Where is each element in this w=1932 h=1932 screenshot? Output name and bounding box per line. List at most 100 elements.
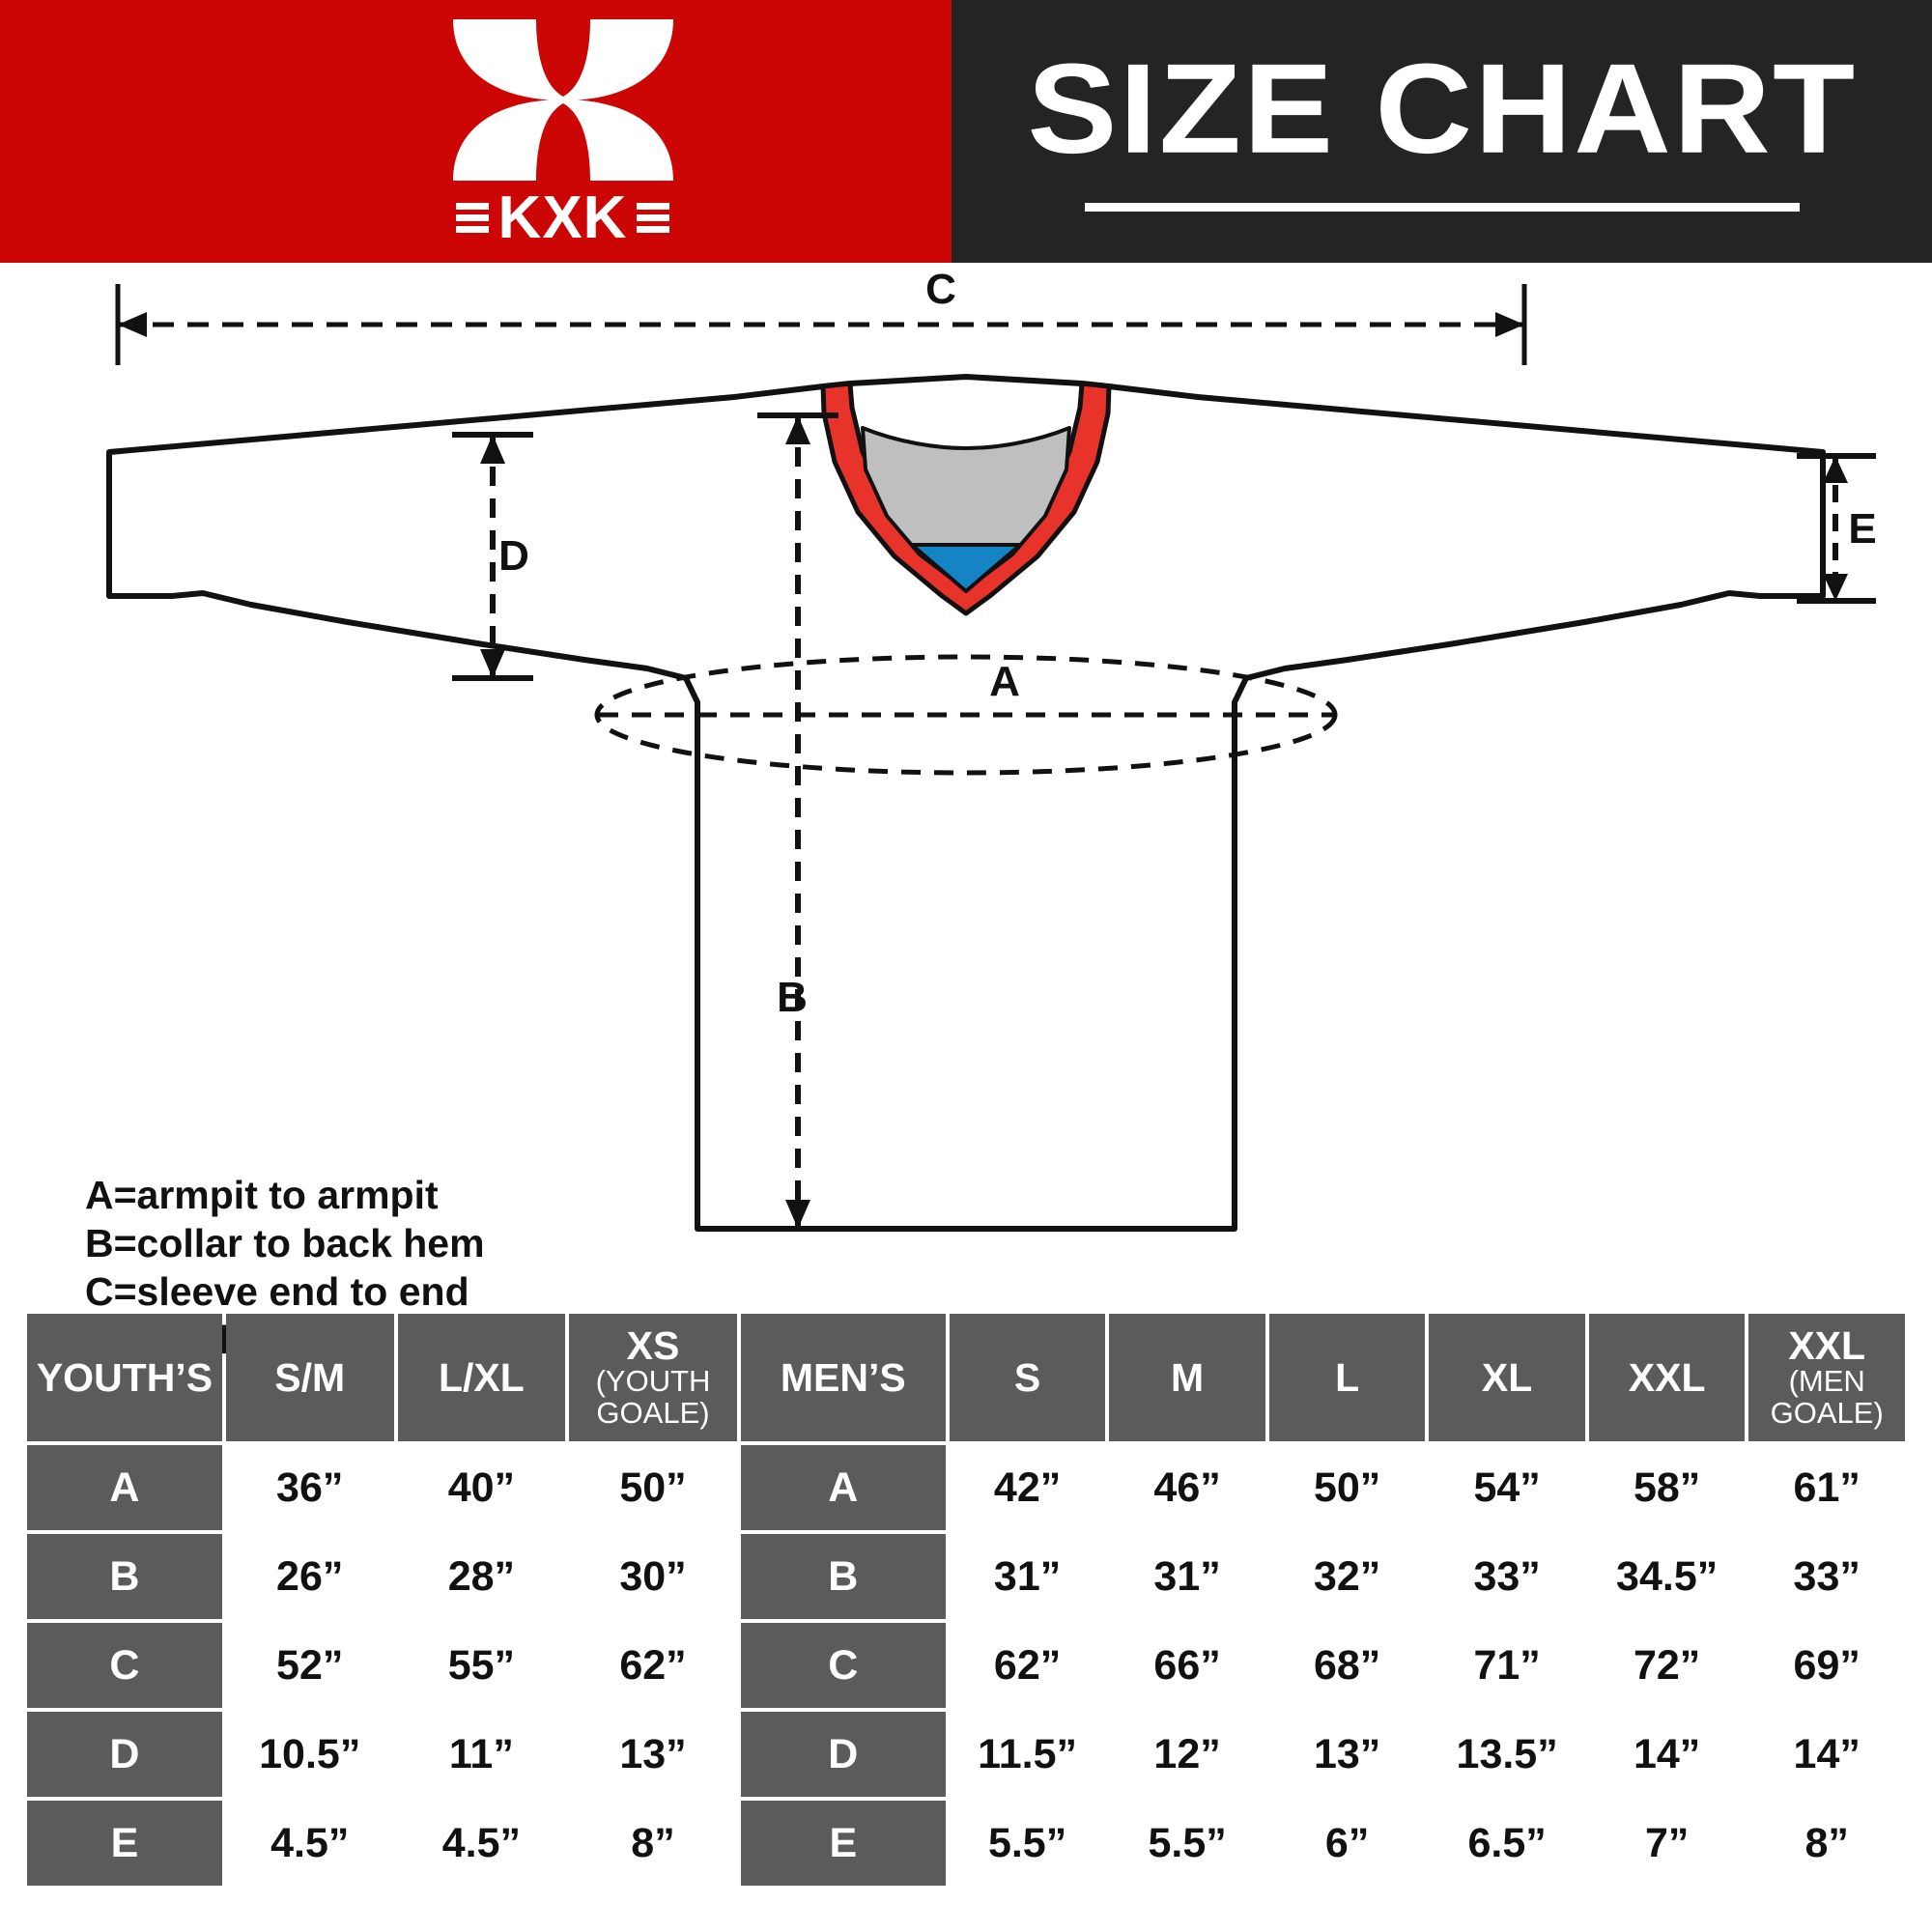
jersey-svg: C D — [106, 266, 1877, 1232]
dimension-a — [594, 654, 1338, 776]
youth-row-label-b: B — [27, 1534, 222, 1619]
dimension-e — [1797, 453, 1876, 604]
header-youth-sm: S/M — [225, 1314, 394, 1441]
header-youth-xs: XS (YOUTH GOALE) — [569, 1314, 737, 1441]
table-row: C 52” 55” 62” C 62” 66” 68” 71” 72” 69” — [27, 1623, 1905, 1708]
youth-d-sm: 10.5” — [225, 1712, 394, 1797]
youth-b-xs: 30” — [569, 1534, 737, 1619]
page-title: SIZE CHART — [1026, 37, 1858, 181]
header-youth-sm-main: S/M — [274, 1354, 346, 1400]
mens-b-s: 31” — [949, 1534, 1106, 1619]
mens-b-xxl: 34.5” — [1588, 1534, 1746, 1619]
mens-a-xl: 54” — [1429, 1445, 1585, 1530]
header-mens-l: L — [1268, 1314, 1426, 1441]
header-mens-l-main: L — [1335, 1354, 1360, 1400]
youth-e-xs: 8” — [569, 1801, 737, 1886]
header-youth-xs-sub: (YOUTH GOALE) — [595, 1363, 711, 1430]
header-mens-xxl-goale-main: XXL — [1788, 1322, 1866, 1368]
mens-a-m: 46” — [1109, 1445, 1265, 1530]
mens-e-l: 6” — [1268, 1801, 1426, 1886]
jersey-diagram: C D — [0, 263, 1932, 1410]
mens-d-xxl: 14” — [1588, 1712, 1746, 1797]
mens-d-l: 13” — [1268, 1712, 1426, 1797]
table-row: E 4.5” 4.5” 8” E 5.5” 5.5” 6” 6.5” 7” 8” — [27, 1801, 1905, 1886]
mens-b-m: 31” — [1109, 1534, 1265, 1619]
mens-e-xxl-goale: 8” — [1748, 1801, 1905, 1886]
youth-a-sm: 36” — [225, 1445, 394, 1530]
mens-e-s: 5.5” — [949, 1801, 1106, 1886]
brand-logo: KXK — [447, 15, 679, 248]
mens-c-s: 62” — [949, 1623, 1106, 1708]
mens-a-l: 50” — [1268, 1445, 1426, 1530]
dimension-e-label: E — [1848, 505, 1876, 553]
header-mens-m: M — [1109, 1314, 1265, 1441]
header-mens-s-main: S — [1013, 1354, 1041, 1400]
mens-b-xxl-goale: 33” — [1748, 1534, 1905, 1619]
header-mens-xxl-main: XXL — [1628, 1354, 1706, 1400]
youth-c-xs: 62” — [569, 1623, 737, 1708]
youth-e-lxl: 4.5” — [397, 1801, 566, 1886]
mens-b-xl: 33” — [1429, 1534, 1585, 1619]
dimension-b — [757, 412, 838, 1232]
mens-d-xxl-goale: 14” — [1748, 1712, 1905, 1797]
dimension-c — [115, 284, 1527, 365]
page-header: KXK SIZE CHART — [0, 0, 1932, 263]
youth-b-lxl: 28” — [397, 1534, 566, 1619]
table-row: B 26” 28” 30” B 31” 31” 32” 33” 34.5” 33… — [27, 1534, 1905, 1619]
legend-line-c: C=sleeve end to end — [85, 1269, 469, 1315]
header-youth-lxl: L/XL — [397, 1314, 566, 1441]
youth-row-label-c: C — [27, 1623, 222, 1708]
brand-name: KXK — [497, 184, 628, 251]
brand-bars-right-icon — [637, 203, 670, 233]
table-row: D 10.5” 11” 13” D 11.5” 12” 13” 13.5” 14… — [27, 1712, 1905, 1797]
youth-row-label-d: D — [27, 1712, 222, 1797]
title-underline — [1084, 202, 1800, 212]
table-header-row: YOUTH’S S/M L/XL XS (YOUTH GOALE) MEN’S … — [27, 1314, 1905, 1441]
header-mens-xxl: XXL — [1588, 1314, 1746, 1441]
title-panel: SIZE CHART — [952, 0, 1932, 263]
mens-c-xl: 71” — [1429, 1623, 1585, 1708]
mens-row-label-c: C — [740, 1623, 946, 1708]
legend-line-a: A=armpit to armpit — [85, 1173, 439, 1217]
youth-c-lxl: 55” — [397, 1623, 566, 1708]
legend-line-b: B=collar to back hem — [85, 1221, 485, 1266]
header-mens: MEN’S — [740, 1314, 946, 1441]
mens-d-s: 11.5” — [949, 1712, 1106, 1797]
dimension-d-label: D — [498, 532, 529, 580]
dimension-a-label: A — [989, 658, 1020, 705]
mens-row-label-d: D — [740, 1712, 946, 1797]
brand-panel: KXK — [0, 0, 952, 263]
youth-a-lxl: 40” — [397, 1445, 566, 1530]
youth-row-label-a: A — [27, 1445, 222, 1530]
mens-e-xl: 6.5” — [1429, 1801, 1585, 1886]
dimension-b-label: B — [777, 974, 808, 1021]
header-mens-xxl-goale-sub: (MEN GOALE) — [1770, 1363, 1884, 1430]
size-table: YOUTH’S S/M L/XL XS (YOUTH GOALE) MEN’S … — [23, 1310, 1909, 1889]
mens-a-xxl-goale: 61” — [1748, 1445, 1905, 1530]
header-mens-xl-main: XL — [1481, 1354, 1533, 1400]
mens-row-label-e: E — [740, 1801, 946, 1886]
youth-b-sm: 26” — [225, 1534, 394, 1619]
dimension-c-label: C — [925, 266, 956, 313]
header-youth-lxl-main: L/XL — [438, 1354, 525, 1400]
youth-row-label-e: E — [27, 1801, 222, 1886]
mens-a-s: 42” — [949, 1445, 1106, 1530]
mens-b-l: 32” — [1268, 1534, 1426, 1619]
header-mens-m-main: M — [1171, 1354, 1205, 1400]
youth-d-lxl: 11” — [397, 1712, 566, 1797]
header-mens-s: S — [949, 1314, 1106, 1441]
mens-row-label-a: A — [740, 1445, 946, 1530]
brand-wordmark: KXK — [455, 184, 670, 251]
youth-c-sm: 52” — [225, 1623, 394, 1708]
dimension-d — [452, 432, 533, 681]
mens-e-m: 5.5” — [1109, 1801, 1265, 1886]
mens-d-m: 12” — [1109, 1712, 1265, 1797]
collar-inner — [861, 426, 1071, 591]
size-table-container: YOUTH’S S/M L/XL XS (YOUTH GOALE) MEN’S … — [23, 1310, 1909, 1889]
mens-c-xxl: 72” — [1588, 1623, 1746, 1708]
mens-row-label-b: B — [740, 1534, 946, 1619]
mens-d-xl: 13.5” — [1429, 1712, 1585, 1797]
header-mens-xxl-goale: XXL (MEN GOALE) — [1748, 1314, 1905, 1441]
youth-d-xs: 13” — [569, 1712, 737, 1797]
